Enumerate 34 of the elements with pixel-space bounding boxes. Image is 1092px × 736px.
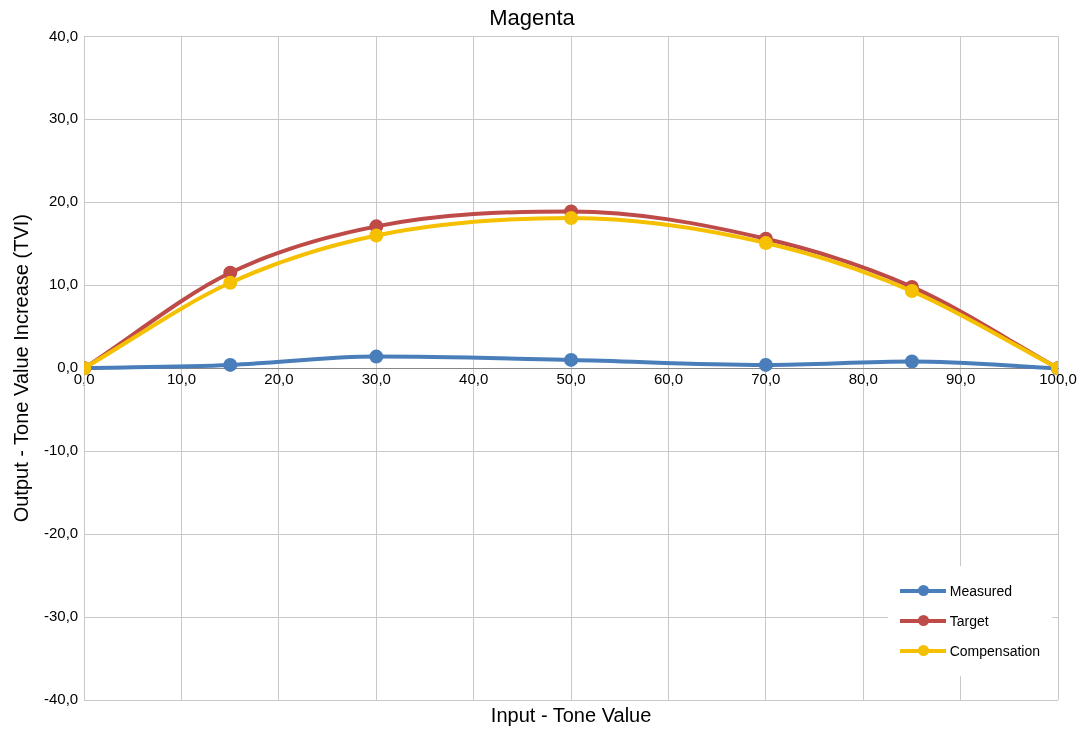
point	[904, 284, 919, 299]
x-tick-label: 10,0	[166, 370, 197, 388]
y-tick-label: -10,0	[43, 441, 79, 459]
x-tick-label: 90,0	[946, 370, 976, 388]
y-tick-label: 10,0	[48, 275, 79, 293]
point	[223, 357, 238, 372]
x-tick-label: 40,0	[459, 370, 489, 388]
x-tick-label: 100,0	[1039, 370, 1077, 388]
y-tick-label: 40,0	[48, 26, 79, 44]
legend-label: Target	[949, 613, 989, 629]
legend-label: Measured	[949, 583, 1012, 599]
y-tick-label: -40,0	[43, 690, 79, 708]
y-tick-label: -30,0	[43, 607, 79, 625]
point	[904, 354, 919, 369]
point	[564, 211, 579, 226]
point	[758, 235, 773, 250]
x-tick-label: 70,0	[751, 370, 781, 388]
x-tick-label: 80,0	[848, 370, 878, 388]
point	[223, 275, 238, 290]
x-tick-label: 20,0	[264, 370, 294, 388]
y-axis-title: Output - Tone Value Increase (TVI)	[9, 214, 32, 523]
chart-title: Magenta	[489, 5, 576, 31]
legend-label: Compensation	[949, 643, 1040, 659]
y-tick-label: 30,0	[48, 109, 79, 127]
x-tick-label: 60,0	[653, 370, 684, 388]
y-tick-label: -20,0	[43, 524, 79, 542]
x-tick-label: 50,0	[556, 370, 586, 388]
y-tick-label: 20,0	[48, 192, 79, 210]
point	[564, 352, 579, 367]
point	[369, 349, 384, 364]
x-tick-label: 30,0	[361, 370, 391, 388]
point	[758, 357, 773, 372]
point	[369, 228, 384, 243]
x-axis-title: Input - Tone Value	[490, 703, 652, 726]
